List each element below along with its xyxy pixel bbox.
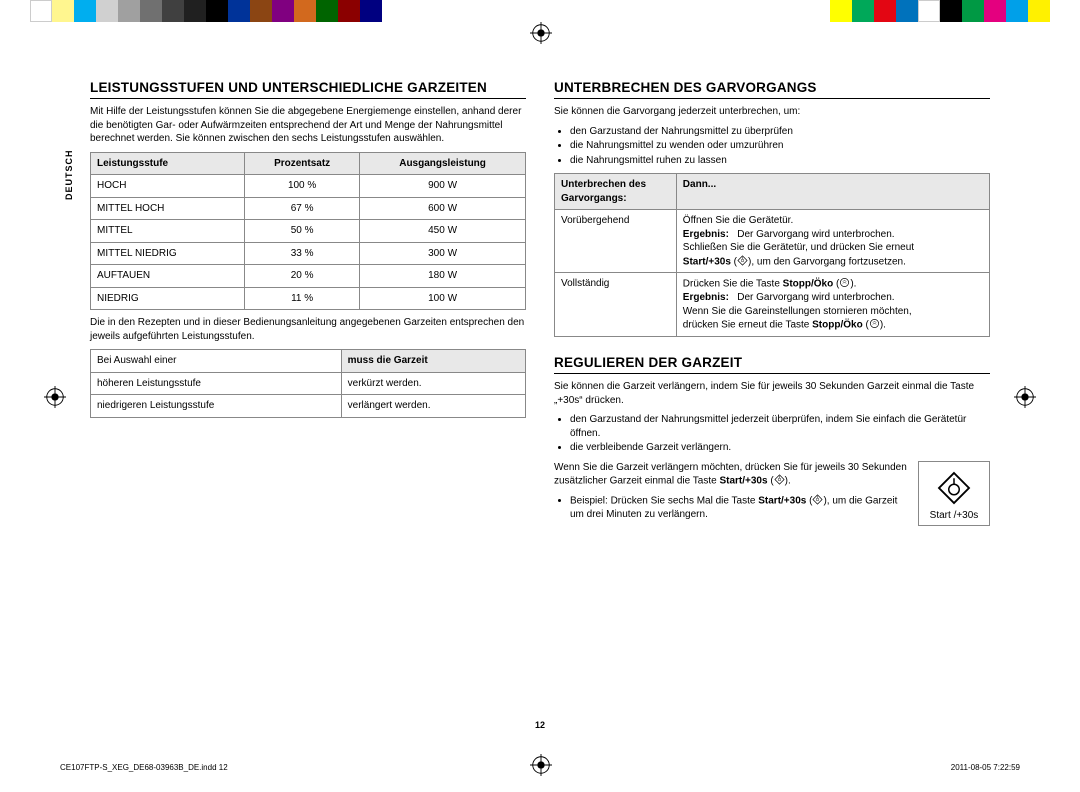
th-output: Ausgangsleistung [360, 152, 526, 175]
list-item: die verbleibende Garzeit verlängern. [570, 441, 990, 455]
footer-timestamp: 2011-08-05 7:22:59 [951, 763, 1020, 772]
page-number: 12 [0, 720, 1080, 730]
table-row: niedrigeren Leistungsstufeverlängert wer… [91, 395, 526, 418]
table-row: NIEDRIG11 %100 W [91, 287, 526, 310]
stop-icon [869, 318, 880, 332]
icon-label: Start /+30s [930, 510, 979, 521]
cell-complete: Drücken Sie die Taste Stopp/Öko (). Erge… [676, 273, 989, 337]
stop-icon [839, 277, 850, 291]
bullet-list: den Garzustand der Nahrungsmittel zu übe… [570, 125, 990, 168]
start-icon [812, 494, 823, 508]
list-item: die Nahrungsmittel zu wenden oder umzurü… [570, 139, 990, 153]
th-time: muss die Garzeit [341, 350, 525, 373]
page-content: DEUTSCH LEISTUNGSSTUFEN UND UNTERSCHIEDL… [90, 80, 990, 539]
left-column: LEISTUNGSSTUFEN UND UNTERSCHIEDLICHE GAR… [90, 80, 526, 539]
right-column: UNTERBRECHEN DES GARVORGANGS Sie können … [554, 80, 990, 539]
start-diamond-icon [936, 470, 972, 506]
list-item: den Garzustand der Nahrungsmittel jederz… [570, 413, 990, 440]
cooking-time-adjust-table: Bei Auswahl einer muss die Garzeit höher… [90, 349, 526, 418]
th-select: Bei Auswahl einer [91, 350, 342, 373]
table-row: Vorübergehend Öffnen Sie die Gerätetür. … [555, 210, 990, 273]
th-level: Leistungsstufe [91, 152, 245, 175]
start-button-illustration: Start /+30s [918, 461, 990, 526]
language-tab: DEUTSCH [64, 149, 74, 200]
start-icon [774, 474, 785, 488]
registration-mark-icon [44, 386, 66, 408]
table-row: HOCH100 %900 W [91, 175, 526, 198]
list-item: den Garzustand der Nahrungsmittel zu übe… [570, 125, 990, 139]
th-then: Dann... [676, 174, 989, 210]
mid-paragraph: Die in den Rezepten und in dieser Bedien… [90, 316, 526, 343]
intro-paragraph: Mit Hilfe der Leistungsstufen können Sie… [90, 105, 526, 146]
registration-mark-icon [530, 22, 552, 44]
cell-temporary: Öffnen Sie die Gerätetür. Ergebnis: Der … [676, 210, 989, 273]
table-row: MITTEL HOCH67 %600 W [91, 197, 526, 220]
table-row: MITTEL50 %450 W [91, 220, 526, 243]
intro-text: Sie können die Garzeit verlängern, indem… [554, 380, 990, 407]
registration-mark-icon [1014, 386, 1036, 408]
section-heading-stop-cooking: UNTERBRECHEN DES GARVORGANGS [554, 80, 990, 99]
intro-text: Sie können die Garvorgang jederzeit unte… [554, 105, 990, 119]
color-bar-left [30, 0, 382, 22]
table-row: MITTEL NIEDRIG33 %300 W [91, 242, 526, 265]
power-levels-table: Leistungsstufe Prozentsatz Ausgangsleist… [90, 152, 526, 311]
table-row: Vollständig Drücken Sie die Taste Stopp/… [555, 273, 990, 337]
registration-mark-icon [530, 754, 552, 776]
section-heading-power-levels: LEISTUNGSSTUFEN UND UNTERSCHIEDLICHE GAR… [90, 80, 526, 99]
stop-cooking-table: Unterbrechen des Garvorgangs: Dann... Vo… [554, 173, 990, 337]
start-icon [737, 255, 748, 269]
bullet-list: den Garzustand der Nahrungsmittel jederz… [570, 413, 990, 455]
footer-filename: CE107FTP-S_XEG_DE68-03963B_DE.indd 12 [60, 763, 228, 772]
th-percent: Prozentsatz [245, 152, 360, 175]
table-row: höheren Leistungsstufeverkürzt werden. [91, 372, 526, 395]
section-heading-adjust-time: REGULIEREN DER GARZEIT [554, 355, 990, 374]
list-item: die Nahrungsmittel ruhen zu lassen [570, 154, 990, 168]
th-stop: Unterbrechen des Garvorgangs: [555, 174, 677, 210]
color-bar-right [830, 0, 1050, 22]
table-row: AUFTAUEN20 %180 W [91, 265, 526, 288]
